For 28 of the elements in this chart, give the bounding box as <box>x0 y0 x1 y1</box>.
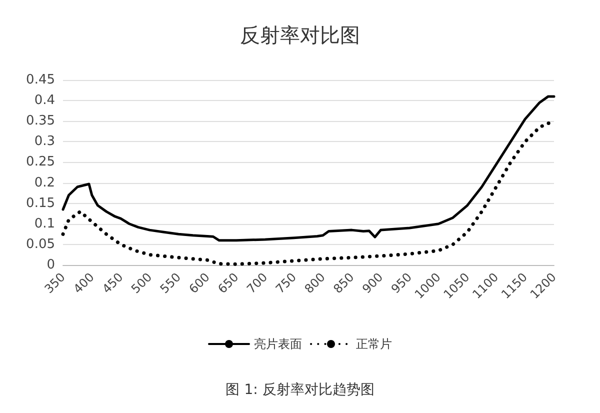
y-tick-label: 0 <box>46 258 55 272</box>
y-tick-label: 0.2 <box>34 175 55 190</box>
y-tick-label: 0.45 <box>26 72 55 88</box>
y-tick-label: 0.15 <box>26 196 55 211</box>
x-tick-label: 850 <box>330 270 357 296</box>
line-series <box>62 95 556 242</box>
chart-title: 反射率对比图 <box>240 23 360 47</box>
y-tick-label: 0.35 <box>26 114 55 129</box>
x-tick-label: 350 <box>42 270 68 296</box>
y-tick-label: 0.4 <box>34 93 55 108</box>
legend-label: 正常片 <box>356 337 392 351</box>
x-tick-label: 750 <box>272 270 300 296</box>
x-tick-label: 800 <box>302 270 328 296</box>
x-tick-label: 950 <box>388 270 415 296</box>
y-tick-label: 0.25 <box>26 154 55 170</box>
x-tick-label: 400 <box>70 270 97 296</box>
x-tick-label: 650 <box>215 270 242 296</box>
x-tick-label: 450 <box>100 270 126 296</box>
caption: 图 1: 反射率对比趋势图 <box>226 382 374 398</box>
y-tick-label: 0.05 <box>26 236 55 252</box>
x-tick-label: 600 <box>186 270 212 296</box>
x-tick-label: 550 <box>157 270 184 296</box>
x-tick-label: 500 <box>128 270 155 296</box>
y-tick-label: 0.3 <box>34 134 55 150</box>
legend-label: 亮片表面 <box>254 337 302 351</box>
x-tick-label: 900 <box>360 270 386 296</box>
y-tick-label: 0.1 <box>34 216 55 232</box>
x-tick-label: 700 <box>244 270 270 296</box>
